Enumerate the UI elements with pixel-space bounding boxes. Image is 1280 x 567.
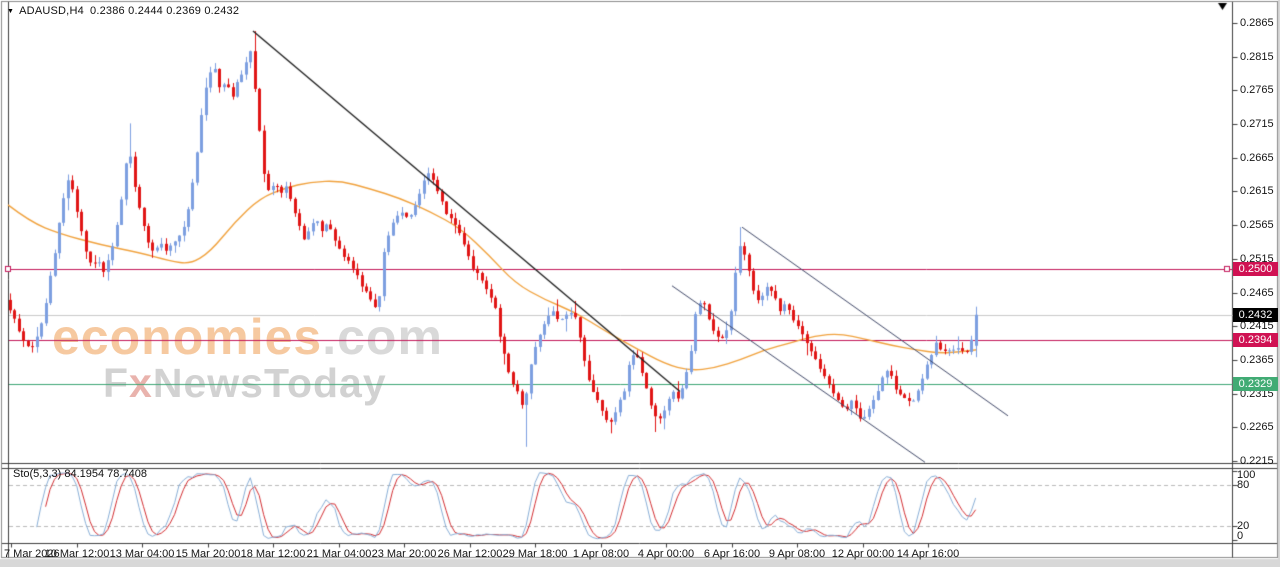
symbol-dropdown-icon[interactable]: ▼ xyxy=(7,8,15,15)
stochastic-scale-label: 100 xyxy=(1237,469,1256,481)
stochastic-scale-label: 20 xyxy=(1237,520,1250,532)
price-tick-label: 0.2415 xyxy=(1240,320,1274,333)
time-tick-label: 7 Mar 2026 xyxy=(4,548,60,560)
price-tick-label: 0.2565 xyxy=(1240,219,1274,232)
time-tick-label: 1 Apr 08:00 xyxy=(572,548,630,560)
price-tick-label: 0.2665 xyxy=(1240,151,1274,164)
price-badge-resistance: 0.2500 xyxy=(1233,261,1278,276)
price-tick-label: 0.2615 xyxy=(1240,185,1274,198)
price-tick-label: 0.2265 xyxy=(1240,421,1274,434)
price-tick-label: 0.2515 xyxy=(1240,252,1274,265)
readout-ohlc: 0.2386 0.2444 0.2369 0.2432 xyxy=(90,5,240,17)
time-tick-label: 18 Mar 12:00 xyxy=(240,548,306,560)
time-tick-label: 4 Apr 00:00 xyxy=(637,548,695,560)
time-tick-label: 26 Mar 12:00 xyxy=(437,548,503,560)
chart-readout: ▼ ADAUSD,H4 0.2386 0.2444 0.2369 0.2432 xyxy=(7,5,239,17)
price-badge-last-price: 0.2432 xyxy=(1233,307,1278,322)
time-tick-label: 14 Apr 16:00 xyxy=(896,548,960,560)
time-tick-label: 21 Mar 04:00 xyxy=(306,548,372,560)
time-tick-label: 13 Mar 04:00 xyxy=(109,548,175,560)
stochastic-scale-label: 0 xyxy=(1237,530,1244,542)
time-tick-label: 15 Mar 20:00 xyxy=(175,548,241,560)
time-tick-label: 12 Apr 00:00 xyxy=(831,548,895,560)
readout-symbol: ADAUSD,H4 xyxy=(19,5,84,17)
price-tick-label: 0.2815 xyxy=(1240,50,1274,63)
time-tick-label: 9 Apr 08:00 xyxy=(768,548,826,560)
time-tick-label: 29 Mar 18:00 xyxy=(502,548,568,560)
price-tick-label: 0.2215 xyxy=(1240,454,1274,467)
stochastic-label: Sto(5,3,3) 84.1954 78.7408 xyxy=(13,468,147,480)
time-tick-label: 23 Mar 20:00 xyxy=(371,548,437,560)
price-tick-label: 0.2715 xyxy=(1240,118,1274,131)
price-tick-label: 0.2365 xyxy=(1240,353,1274,366)
time-tick-label: 6 Apr 16:00 xyxy=(703,548,761,560)
time-tick-label: 10 Mar 12:00 xyxy=(44,548,110,560)
price-badge-support: 0.2329 xyxy=(1233,377,1278,392)
price-badge-support: 0.2394 xyxy=(1233,333,1278,348)
price-tick-label: 0.2865 xyxy=(1240,17,1274,29)
price-tick-label: 0.2465 xyxy=(1240,286,1274,299)
stochastic-scale-label: 80 xyxy=(1237,479,1250,491)
price-tick-label: 0.2765 xyxy=(1240,84,1274,97)
